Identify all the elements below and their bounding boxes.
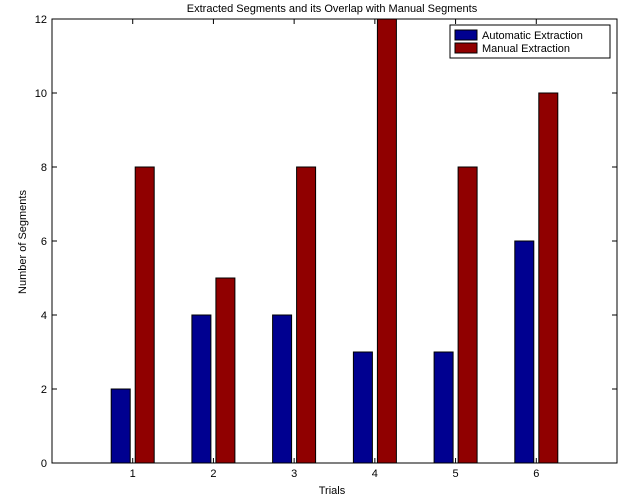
legend-swatch-manual	[454, 42, 478, 54]
x-tick-label: 2	[210, 468, 216, 480]
x-tick-label: 3	[291, 468, 297, 480]
x-tick-label: 6	[533, 468, 539, 480]
legend-label-automatic: Automatic Extraction	[482, 30, 583, 42]
bar-automatic-6	[514, 240, 535, 464]
legend-label-manual: Manual Extraction	[482, 43, 570, 55]
bar-manual-5	[457, 166, 478, 464]
x-tick-label: 1	[130, 468, 136, 480]
bar-manual-1	[134, 166, 155, 464]
bar-manual-2	[215, 277, 236, 464]
y-tick-label: 0	[41, 458, 47, 470]
legend-swatch-automatic	[454, 29, 478, 41]
bar-manual-4	[376, 18, 397, 464]
x-tick-label: 5	[453, 468, 459, 480]
y-tick-label: 6	[41, 236, 47, 248]
bar-automatic-4	[352, 351, 373, 464]
bar-automatic-1	[110, 388, 131, 464]
y-tick-label: 8	[41, 162, 47, 174]
bar-automatic-3	[272, 314, 293, 464]
y-tick-label: 10	[35, 88, 47, 100]
bar-automatic-2	[191, 314, 212, 464]
x-tick-label: 4	[372, 468, 378, 480]
y-tick-label: 2	[41, 384, 47, 396]
y-axis-label: Number of Segments	[17, 190, 29, 294]
y-tick-label: 12	[35, 14, 47, 26]
bar-manual-3	[296, 166, 317, 464]
bar-automatic-5	[433, 351, 454, 464]
bar-manual-6	[538, 92, 559, 464]
chart-title: Extracted Segments and its Overlap with …	[187, 3, 478, 15]
y-tick-label: 4	[41, 310, 47, 322]
x-axis-label: Trials	[319, 485, 346, 497]
